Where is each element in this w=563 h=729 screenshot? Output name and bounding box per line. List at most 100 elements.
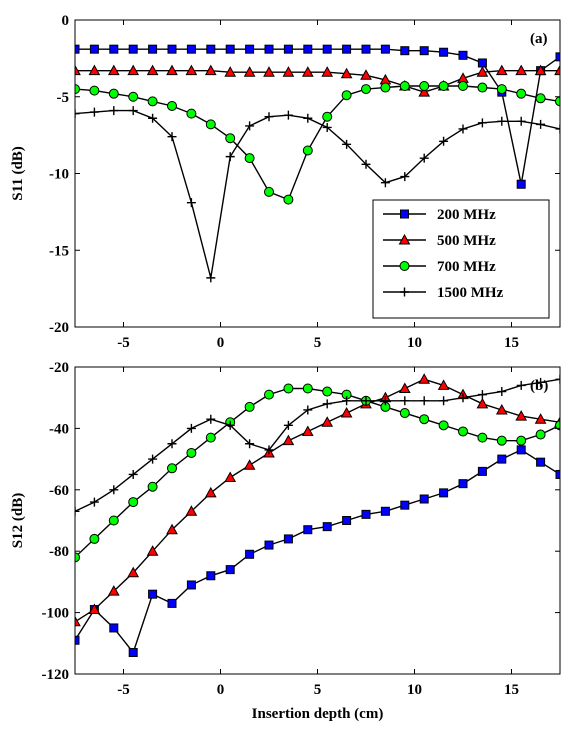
data-point: [206, 488, 216, 497]
data-point: [419, 374, 429, 383]
data-point: [362, 85, 371, 94]
data-point: [322, 417, 332, 426]
data-point: [265, 541, 273, 549]
data-point: [459, 480, 467, 488]
data-point: [245, 402, 254, 411]
data-point: [304, 526, 312, 534]
data-point: [303, 114, 312, 123]
data-point: [440, 48, 448, 56]
data-point: [90, 498, 99, 507]
data-point: [459, 124, 468, 133]
data-point: [420, 396, 429, 405]
data-point: [536, 94, 545, 103]
y-tick-label: -20: [49, 320, 69, 336]
data-point: [246, 550, 254, 558]
data-point: [187, 45, 195, 53]
data-point: [440, 489, 448, 497]
data-point: [245, 460, 255, 469]
y-axis-label: S12 (dB): [10, 493, 26, 548]
panel-label: (a): [530, 31, 548, 47]
data-point: [381, 507, 389, 515]
y-tick-label: -40: [49, 421, 69, 437]
series-line-200-mhz: [75, 450, 560, 653]
data-point: [517, 381, 526, 390]
data-point: [323, 399, 332, 408]
data-point: [342, 91, 351, 100]
data-point: [303, 146, 312, 155]
x-tick-label: 5: [314, 335, 322, 351]
series-line-700-mhz: [75, 86, 560, 200]
series-line-700-mhz: [75, 389, 560, 558]
data-point: [148, 482, 157, 491]
data-point: [90, 108, 99, 117]
data-point: [439, 396, 448, 405]
data-point: [109, 106, 118, 115]
data-point: [304, 45, 312, 53]
data-point: [420, 82, 429, 91]
data-point: [517, 446, 525, 454]
series-line-1500-mhz: [75, 379, 560, 511]
x-tick-label: 10: [407, 682, 422, 698]
data-point: [459, 427, 468, 436]
data-point: [401, 47, 409, 55]
panel-label: (b): [530, 378, 548, 394]
plot-area: [70, 374, 563, 656]
data-point: [401, 501, 409, 509]
data-point: [90, 45, 98, 53]
y-tick-label: -10: [49, 167, 69, 183]
data-point: [168, 101, 177, 110]
data-point: [381, 45, 389, 53]
x-tick-label: 15: [504, 682, 519, 698]
data-point: [109, 89, 118, 98]
data-point: [245, 121, 254, 130]
data-point: [206, 415, 215, 424]
x-axis-label: Insertion depth (cm): [252, 706, 384, 722]
data-point: [284, 195, 293, 204]
x-tick-label: 15: [504, 335, 519, 351]
data-point: [459, 51, 467, 59]
data-point: [342, 408, 352, 417]
x-tick-label: 10: [407, 335, 422, 351]
data-point: [129, 498, 138, 507]
axes-box: [75, 367, 560, 674]
y-tick-label: -60: [49, 483, 69, 499]
data-point: [109, 516, 118, 525]
legend-entry: 500 MHz: [437, 233, 496, 249]
data-point: [187, 581, 195, 589]
data-point: [168, 464, 177, 473]
y-tick-label: -15: [49, 243, 69, 259]
data-point: [226, 45, 234, 53]
data-point: [149, 590, 157, 598]
data-point: [110, 624, 118, 632]
data-point: [517, 89, 526, 98]
y-tick-label: -80: [49, 544, 69, 560]
data-point: [284, 384, 293, 393]
y-tick-label: -100: [42, 606, 70, 622]
data-point: [381, 83, 390, 92]
data-point: [187, 109, 196, 118]
legend-marker: [400, 262, 409, 271]
data-point: [323, 45, 331, 53]
data-point: [265, 45, 273, 53]
data-point: [110, 45, 118, 53]
data-point: [187, 448, 196, 457]
y-tick-label: -120: [42, 667, 70, 683]
data-point: [323, 387, 332, 396]
data-point: [459, 82, 468, 91]
data-point: [129, 92, 138, 101]
data-point: [246, 45, 254, 53]
data-point: [497, 436, 506, 445]
legend-entry: 200 MHz: [437, 207, 496, 223]
data-point: [478, 59, 486, 67]
data-point: [265, 112, 274, 121]
data-point: [517, 117, 526, 126]
data-point: [478, 390, 487, 399]
data-point: [149, 45, 157, 53]
data-point: [284, 535, 292, 543]
data-point: [420, 495, 428, 503]
data-point: [284, 45, 292, 53]
data-point: [536, 430, 545, 439]
